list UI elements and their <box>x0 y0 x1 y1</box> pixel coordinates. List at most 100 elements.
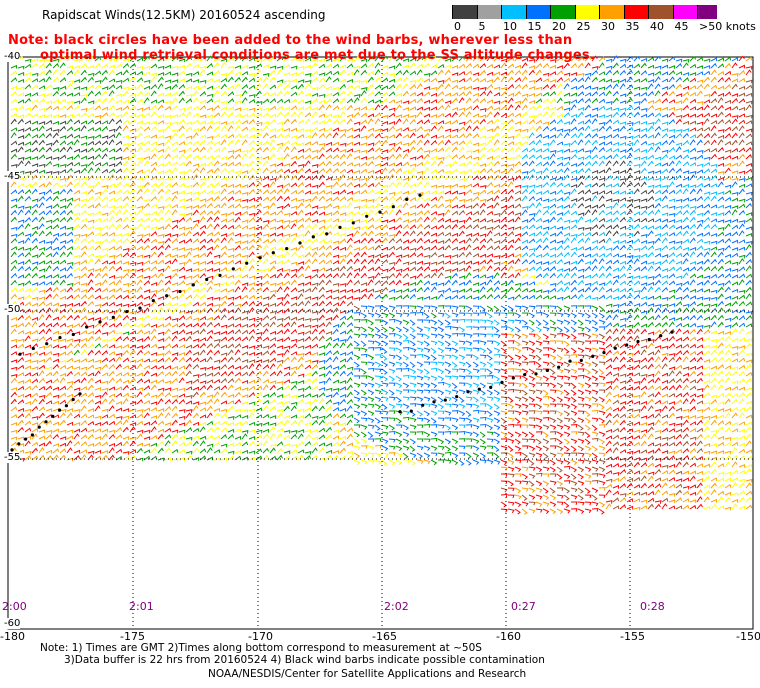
wind-barb <box>220 288 228 293</box>
wind-barb <box>17 86 25 91</box>
wind-barb <box>542 181 549 188</box>
wind-barb <box>661 231 669 237</box>
wind-barb <box>626 122 634 126</box>
wind-barb <box>192 174 199 181</box>
wind-barb <box>227 231 235 237</box>
wind-barb <box>423 119 431 125</box>
wind-barb <box>605 381 613 385</box>
wind-barb <box>528 195 536 202</box>
wind-barb <box>255 359 263 364</box>
wind-barb <box>703 366 711 370</box>
wind-barb <box>395 295 403 300</box>
wind-barb <box>94 84 102 90</box>
wind-barb <box>472 305 480 310</box>
wind-barb <box>451 111 458 118</box>
wind-barb <box>164 356 172 363</box>
wind-barb <box>192 112 200 118</box>
wind-barb <box>101 372 109 377</box>
wind-barb <box>199 294 207 300</box>
wind-barb <box>626 225 634 230</box>
wind-barb <box>605 335 612 342</box>
wind-barb <box>402 346 410 351</box>
wind-barb <box>10 70 18 76</box>
wind-barb <box>542 209 549 216</box>
wind-barb <box>31 163 39 168</box>
wind-barb <box>255 146 263 153</box>
wind-barb <box>367 367 375 372</box>
wind-barb <box>556 189 564 195</box>
wind-barb <box>451 375 459 380</box>
wind-barb <box>94 191 102 196</box>
wind-barb <box>724 126 732 132</box>
wind-barb <box>311 132 318 139</box>
wind-barb <box>703 303 711 308</box>
wind-barb <box>647 303 655 307</box>
wind-barb <box>80 112 88 118</box>
wind-barb <box>402 76 409 83</box>
wind-barb <box>150 125 158 132</box>
wind-barb <box>605 288 613 293</box>
wind-barb <box>619 350 627 356</box>
wind-barb <box>10 216 17 223</box>
wind-barb <box>675 146 682 153</box>
wind-barb <box>745 293 752 300</box>
wind-barb <box>731 380 739 385</box>
wind-barb <box>241 359 249 363</box>
wind-barb <box>626 255 634 259</box>
wind-barb <box>682 372 690 377</box>
wind-barb <box>304 112 312 118</box>
wind-barb <box>416 139 423 146</box>
wind-barb <box>171 174 179 181</box>
wind-barb <box>745 84 753 90</box>
wind-barb <box>38 336 46 342</box>
wind-barb <box>605 343 613 349</box>
wind-barb <box>339 69 346 76</box>
wind-barb <box>185 126 193 132</box>
wind-barb <box>346 63 354 69</box>
wind-barb <box>710 296 718 301</box>
wind-barb <box>703 308 711 314</box>
wind-barb <box>311 62 318 69</box>
wind-barb <box>143 244 150 251</box>
wind-barb <box>703 224 711 230</box>
wind-barb <box>171 258 178 265</box>
wind-barb <box>402 382 410 389</box>
wind-barb <box>577 107 585 111</box>
wind-barb <box>164 302 172 307</box>
wind-barb <box>388 84 396 90</box>
wind-barb <box>115 147 123 153</box>
wind-barb <box>87 195 95 202</box>
wind-barb <box>269 119 277 125</box>
wind-barb <box>465 211 473 216</box>
wind-barb <box>458 326 466 333</box>
wind-barb <box>689 106 697 111</box>
wind-barb <box>192 209 199 216</box>
wind-barb <box>612 336 620 342</box>
wind-barb <box>38 386 46 391</box>
wind-barb <box>423 56 431 62</box>
wind-barb <box>437 293 444 300</box>
wind-barb <box>542 267 550 272</box>
wind-barb <box>185 251 192 258</box>
wind-barb <box>269 84 277 90</box>
wind-barb <box>346 169 354 174</box>
wind-barb <box>458 246 466 251</box>
wind-barb <box>654 118 661 125</box>
wind-barb <box>325 273 333 279</box>
wind-barb <box>647 142 655 147</box>
wind-barb <box>388 354 396 359</box>
wind-barb <box>164 188 171 195</box>
wind-barb <box>185 349 192 356</box>
wind-barb <box>339 133 347 139</box>
wind-barb <box>472 175 480 181</box>
wind-barb <box>528 115 536 119</box>
wind-barb <box>304 245 312 251</box>
wind-barb <box>297 217 305 223</box>
wind-barb <box>682 91 690 97</box>
wind-barb <box>367 305 375 311</box>
wind-barb <box>178 293 185 300</box>
wind-barb <box>661 352 669 357</box>
wind-barb <box>45 302 53 307</box>
wind-barb <box>10 181 17 188</box>
wind-barb <box>668 219 676 223</box>
